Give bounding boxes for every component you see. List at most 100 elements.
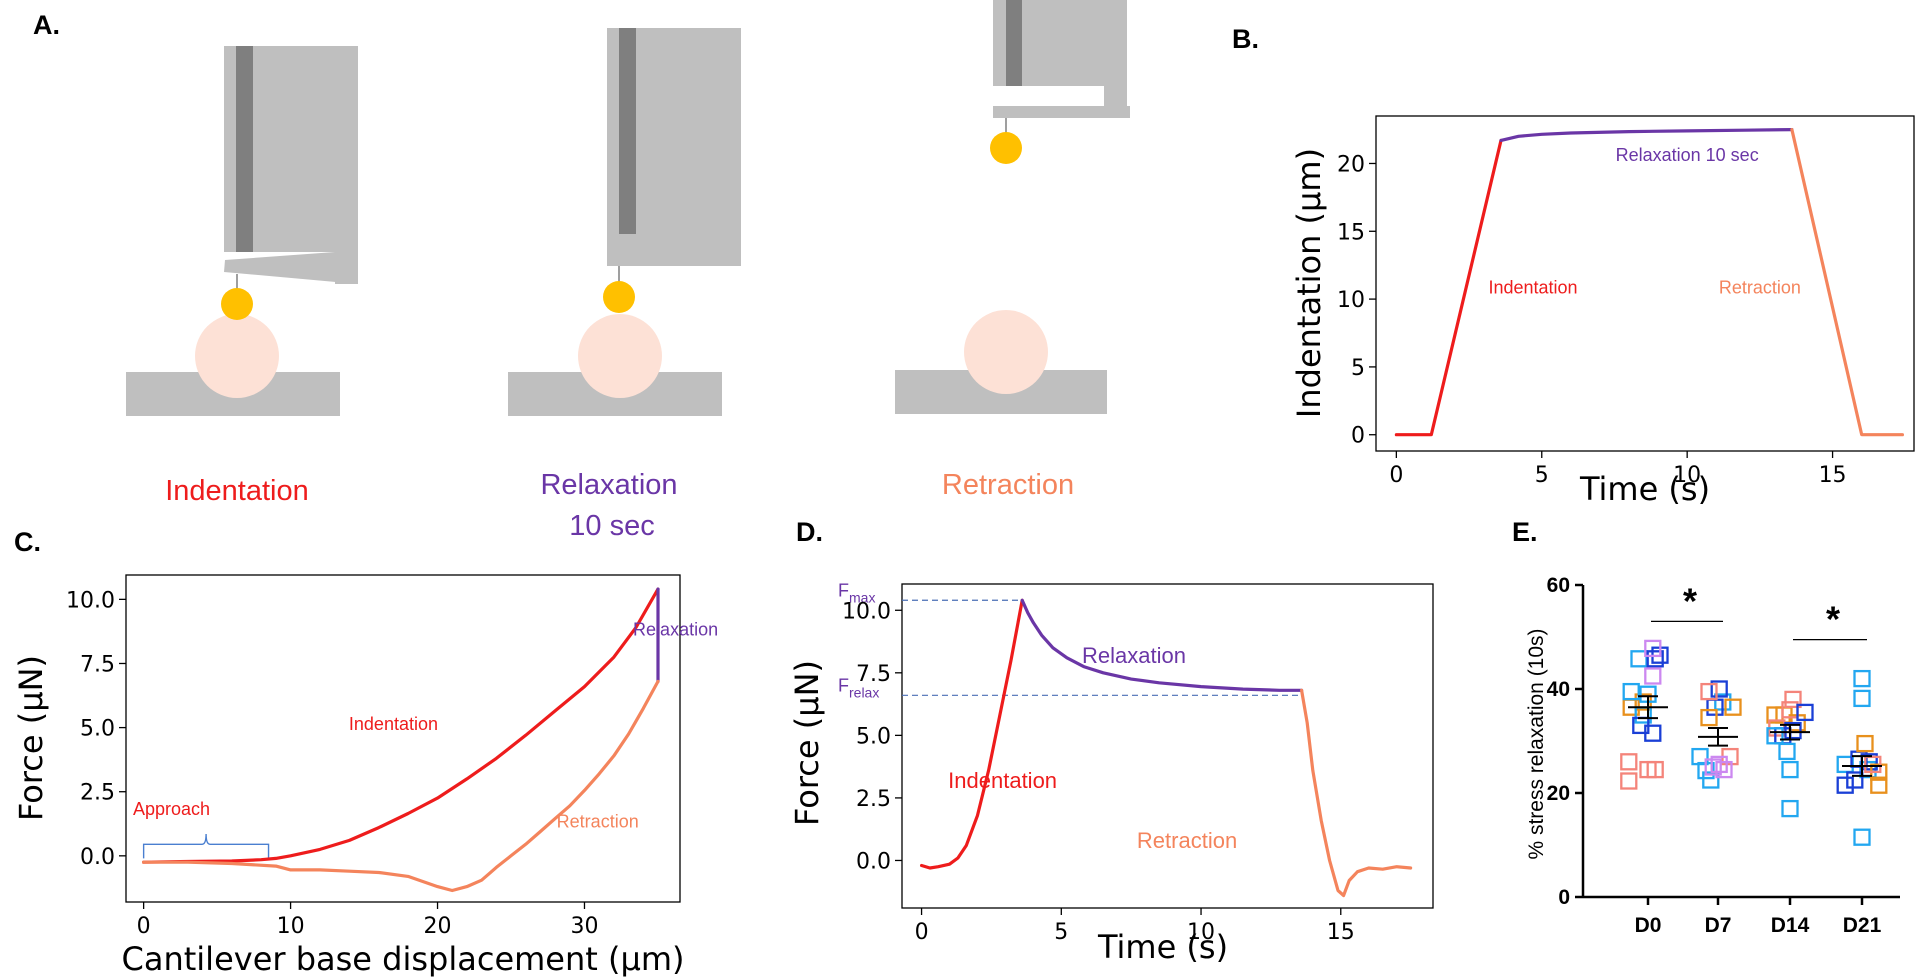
cantilever-arm-lower bbox=[607, 254, 741, 266]
y-axis-label: % stress relaxation (10s) bbox=[1525, 628, 1548, 859]
plot-frame bbox=[901, 583, 1434, 909]
panel-a-label: A. bbox=[33, 10, 60, 40]
schematic-relaxation: Relaxation 10 sec bbox=[508, 28, 741, 542]
y-tick-label: 60 bbox=[1547, 574, 1570, 597]
cantilever-base bbox=[335, 252, 358, 284]
x-tick-label: 5 bbox=[1535, 463, 1549, 488]
x-axis-label: Time (s) bbox=[1579, 470, 1710, 508]
annotation-retraction: Retraction bbox=[1719, 278, 1801, 298]
series-lines bbox=[919, 598, 1413, 898]
x-tick-label: 15 bbox=[1327, 920, 1355, 945]
x-tick-label: 10 bbox=[1673, 463, 1701, 488]
x-tick-label: 15 bbox=[1819, 463, 1847, 488]
category-label: D21 bbox=[1843, 914, 1882, 937]
series-retraction-line bbox=[142, 679, 660, 893]
data-point bbox=[1864, 755, 1882, 774]
y-tick-label: 40 bbox=[1547, 678, 1570, 701]
series-relaxation-line bbox=[1020, 598, 1304, 692]
data-point bbox=[1766, 727, 1784, 745]
bead bbox=[221, 288, 253, 320]
data-point bbox=[1644, 724, 1662, 742]
caption-retraction: Retraction bbox=[942, 469, 1074, 501]
data-point bbox=[1778, 742, 1796, 761]
reference-label-main: F bbox=[838, 580, 849, 600]
caption-relaxation: Relaxation bbox=[540, 469, 677, 501]
data-point bbox=[1856, 734, 1874, 753]
panel-b-label: B. bbox=[1232, 24, 1259, 54]
axis-ticks: 0 5 10 15 0 5 10 15 20 bbox=[1337, 152, 1847, 488]
data-point bbox=[1700, 708, 1718, 727]
data-point bbox=[1700, 682, 1718, 701]
series-retraction-line bbox=[1790, 128, 1905, 437]
approach-brace bbox=[142, 834, 270, 859]
reference-label-relax: Frelax bbox=[838, 675, 879, 700]
plot-frame bbox=[1375, 115, 1915, 452]
panel-d-label: D. bbox=[796, 517, 823, 547]
x-tick-label: 30 bbox=[570, 914, 598, 939]
data-point bbox=[1836, 776, 1854, 794]
data-point bbox=[1620, 772, 1638, 790]
series-lines bbox=[1394, 128, 1905, 437]
significance-markers: * * bbox=[1651, 580, 1867, 641]
cell bbox=[578, 314, 662, 398]
annotation-indentation: Indentation bbox=[1488, 278, 1577, 298]
annotations: Relaxation 10 sec Indentation Retraction bbox=[1488, 145, 1800, 298]
axis-ticks: 0 10 20 30 0.0 2.5 5.0 7.5 10.0 bbox=[66, 588, 598, 939]
y-tick-label: 10.0 bbox=[66, 588, 115, 613]
cantilever-arm bbox=[607, 234, 716, 254]
y-tick-label: 10 bbox=[1337, 288, 1365, 313]
data-point bbox=[1710, 680, 1728, 698]
annotation-indentation: Indentation bbox=[948, 768, 1057, 793]
y-tick-label: 5.0 bbox=[80, 717, 115, 742]
bead bbox=[603, 281, 635, 313]
y-tick-label: 7.5 bbox=[856, 662, 891, 687]
reference-label-main: F bbox=[838, 675, 849, 695]
x-axis-label: Time (s) bbox=[1097, 928, 1228, 966]
annotation-relaxation: Relaxation 10 sec bbox=[1616, 145, 1759, 165]
y-tick-label: 0.0 bbox=[80, 845, 115, 870]
schematic-indentation: Indentation bbox=[126, 46, 358, 507]
axes: 0 20 40 60 D0 D7 D14 D21 bbox=[1547, 574, 1900, 937]
data-point bbox=[1853, 669, 1871, 688]
y-tick-label: 0 bbox=[1351, 424, 1365, 449]
caption-relaxation-duration: 10 sec bbox=[569, 510, 654, 542]
panel-c-label: C. bbox=[14, 527, 41, 557]
x-tick-label: 10 bbox=[1187, 920, 1215, 945]
series-indentation-line bbox=[1394, 138, 1503, 437]
reference-label-sub: relax bbox=[849, 684, 879, 700]
annotations: Relaxation Indentation Retraction bbox=[948, 643, 1237, 853]
data-point bbox=[1630, 650, 1648, 668]
x-tick-label: 0 bbox=[915, 920, 929, 945]
x-tick-label: 0 bbox=[137, 914, 151, 939]
x-tick-label: 10 bbox=[277, 914, 305, 939]
axis-ticks: 0 5 10 15 0.0 2.5 5.0 7.5 10.0 bbox=[842, 599, 1355, 945]
annotation-indentation: Indentation bbox=[349, 714, 438, 734]
mean-sem-bars bbox=[1628, 695, 1882, 777]
y-tick-label: 2.5 bbox=[80, 781, 115, 806]
panel-c: C. 0 10 20 30 0.0 2.5 5.0 7.5 10.0 Relaxation Ind… bbox=[12, 527, 718, 978]
data-point bbox=[1644, 667, 1662, 685]
x-tick-label: 5 bbox=[1054, 920, 1068, 945]
data-point bbox=[1781, 799, 1799, 818]
data-point bbox=[1781, 760, 1799, 779]
cell bbox=[964, 310, 1048, 394]
annotations: Relaxation Indentation Approach Retraction bbox=[133, 619, 718, 831]
data-point bbox=[1620, 753, 1638, 771]
data-point bbox=[1836, 755, 1854, 774]
caption-indentation: Indentation bbox=[165, 475, 309, 507]
series-indentation-line bbox=[919, 598, 1024, 870]
annotation-retraction: Retraction bbox=[557, 812, 639, 832]
series-relaxation-line bbox=[1499, 128, 1794, 142]
y-tick-label: 0.0 bbox=[856, 849, 891, 874]
annotation-relaxation: Relaxation bbox=[1082, 643, 1186, 668]
y-axis-label: Force (μN) bbox=[788, 660, 826, 826]
cantilever-base bbox=[1104, 86, 1127, 106]
cantilever-holder-stripe bbox=[1006, 0, 1022, 86]
y-axis-label: Force (μN) bbox=[12, 655, 50, 821]
category-label: D7 bbox=[1705, 914, 1732, 937]
reference-label-max: Fmax bbox=[838, 580, 875, 605]
cantilever-arm-lower bbox=[993, 106, 1130, 118]
